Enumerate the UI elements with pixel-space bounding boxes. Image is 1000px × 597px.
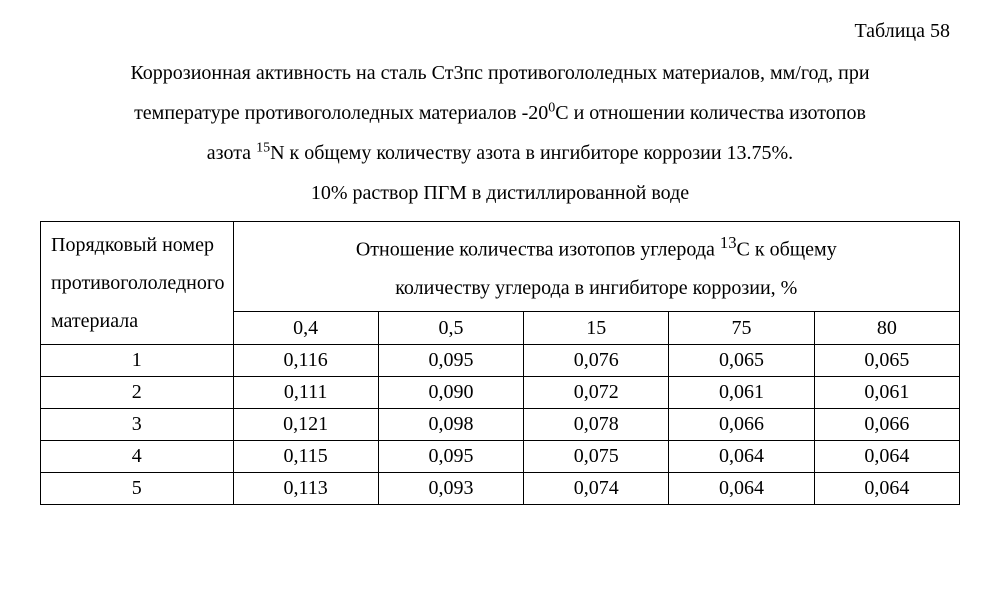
- cell: 0,066: [814, 409, 959, 441]
- data-table: Порядковый номер противогололедного мате…: [40, 221, 960, 505]
- table-row: 4 0,115 0,095 0,075 0,064 0,064: [41, 441, 960, 473]
- col-header: 80: [814, 312, 959, 345]
- header-left-l1: Порядковый номер: [51, 234, 214, 256]
- cell: 0,074: [524, 473, 669, 505]
- col-header: 0,5: [378, 312, 523, 345]
- cell: 0,098: [378, 409, 523, 441]
- table-row: 2 0,111 0,090 0,072 0,061 0,061: [41, 377, 960, 409]
- cell: 0,121: [233, 409, 378, 441]
- header-top-a: Отношение количества изотопов углерода: [356, 239, 720, 261]
- cell: 0,095: [378, 441, 523, 473]
- cell: 0,065: [814, 345, 959, 377]
- cell: 0,066: [669, 409, 814, 441]
- header-left-l2: противогололедного: [51, 272, 225, 294]
- cell: 0,064: [814, 441, 959, 473]
- caption-line-2b: С и отношении количества изотопов: [555, 102, 866, 124]
- cell: 0,075: [524, 441, 669, 473]
- col-header: 75: [669, 312, 814, 345]
- header-top-sup: 13: [720, 233, 737, 252]
- cell: 0,115: [233, 441, 378, 473]
- cell: 0,061: [814, 377, 959, 409]
- header-top: Отношение количества изотопов углерода 1…: [233, 222, 959, 312]
- cell: 0,095: [378, 345, 523, 377]
- table-number: Таблица 58: [40, 20, 950, 43]
- cell: 0,076: [524, 345, 669, 377]
- row-number: 4: [41, 441, 234, 473]
- cell: 0,064: [669, 473, 814, 505]
- cell: 0,064: [669, 441, 814, 473]
- header-left: Порядковый номер противогололедного мате…: [41, 222, 234, 345]
- header-top-c: количеству углерода в ингибиторе коррози…: [395, 277, 797, 299]
- cell: 0,090: [378, 377, 523, 409]
- header-left-l3: материала: [51, 310, 138, 332]
- table-row: 5 0,113 0,093 0,074 0,064 0,064: [41, 473, 960, 505]
- table-header-row-1: Порядковый номер противогололедного мате…: [41, 222, 960, 312]
- table-caption: Коррозионная активность на сталь Ст3пс п…: [40, 53, 960, 213]
- header-top-b: С к общему: [737, 239, 837, 261]
- caption-line-4: 10% раствор ПГМ в дистиллированной воде: [311, 182, 689, 204]
- caption-isotope-sup: 15: [256, 140, 270, 155]
- cell: 0,064: [814, 473, 959, 505]
- col-header: 15: [524, 312, 669, 345]
- row-number: 1: [41, 345, 234, 377]
- table-row: 3 0,121 0,098 0,078 0,066 0,066: [41, 409, 960, 441]
- table-row: 1 0,116 0,095 0,076 0,065 0,065: [41, 345, 960, 377]
- caption-line-3a: азота: [207, 142, 256, 164]
- row-number: 2: [41, 377, 234, 409]
- row-number: 3: [41, 409, 234, 441]
- col-header: 0,4: [233, 312, 378, 345]
- cell: 0,078: [524, 409, 669, 441]
- cell: 0,111: [233, 377, 378, 409]
- cell: 0,093: [378, 473, 523, 505]
- cell: 0,061: [669, 377, 814, 409]
- cell: 0,065: [669, 345, 814, 377]
- cell: 0,113: [233, 473, 378, 505]
- row-number: 5: [41, 473, 234, 505]
- cell: 0,116: [233, 345, 378, 377]
- caption-line-1: Коррозионная активность на сталь Ст3пс п…: [130, 62, 869, 84]
- cell: 0,072: [524, 377, 669, 409]
- caption-line-2a: температуре противогололедных материалов…: [134, 102, 548, 124]
- caption-line-3b: N к общему количеству азота в ингибиторе…: [270, 142, 793, 164]
